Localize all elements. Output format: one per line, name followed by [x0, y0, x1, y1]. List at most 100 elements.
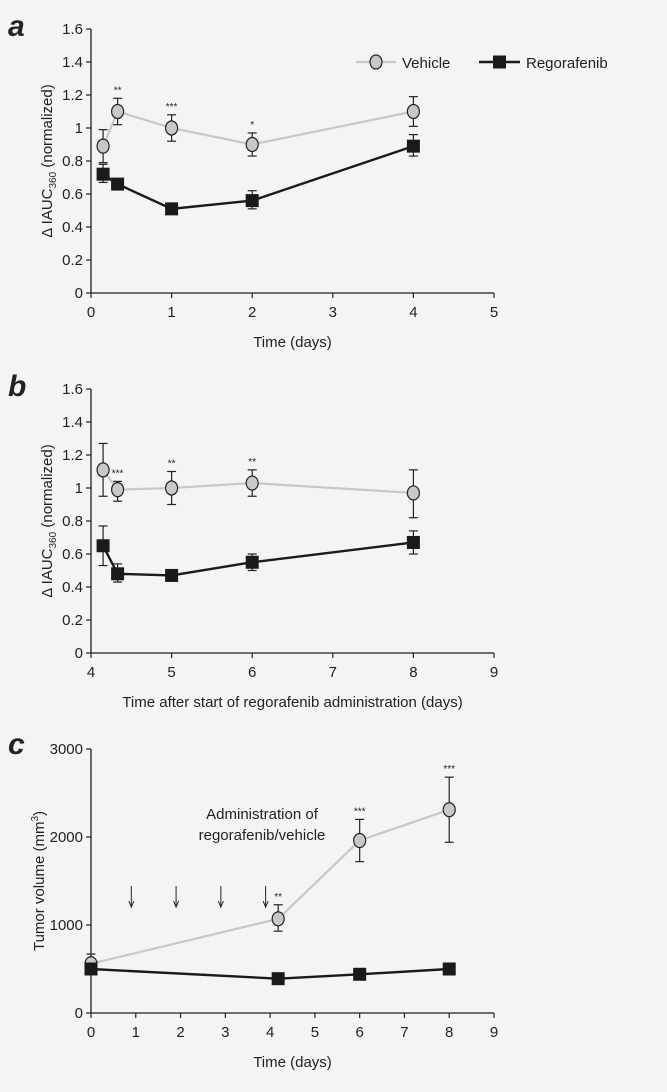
y-tick-label: 0.8	[62, 153, 83, 170]
vehicle-point	[110, 482, 125, 498]
y-tick-label: 0.8	[62, 513, 83, 530]
y-axis-label-sub: 360	[48, 171, 59, 188]
x-tick-label: 7	[400, 1024, 408, 1041]
y-tick-label: 0	[75, 1005, 83, 1022]
significance-marker: **	[248, 457, 256, 468]
x-axis-label: Time after start of regorafenib administ…	[122, 694, 462, 711]
x-tick-label: 6	[355, 1024, 363, 1041]
dosing-arrow-head	[173, 900, 180, 909]
dosing-arrow-head	[262, 900, 269, 909]
y-axis-label-main: Δ IAUC	[39, 188, 56, 237]
x-tick-label: 6	[248, 664, 256, 681]
significance-marker: **	[274, 892, 282, 903]
y-axis-label: Tumor volume (mm3)	[30, 811, 48, 951]
y-axis-label-suffix: (normalized)	[39, 444, 56, 532]
series-line-vehicle	[102, 110, 414, 147]
y-axis-label: Δ IAUC360 (normalized)	[39, 84, 59, 237]
x-tick-label: 2	[176, 1024, 184, 1041]
significance-marker: **	[114, 85, 122, 96]
panel-label: b	[8, 370, 26, 403]
significance-marker: ***	[112, 468, 124, 479]
vehicle-point	[96, 138, 110, 154]
regorafenib-point	[84, 962, 98, 976]
legend-vehicle-label: Vehicle	[402, 55, 450, 72]
regorafenib-point	[245, 555, 259, 569]
x-tick-label: 2	[248, 304, 256, 321]
legend: Vehicle Regorafenib	[356, 54, 608, 72]
panel-label: c	[8, 728, 25, 761]
y-tick-label: 2000	[50, 829, 83, 846]
x-tick-label: 0	[87, 1024, 95, 1041]
y-tick-label: 0.4	[62, 579, 83, 596]
regorafenib-point	[165, 568, 179, 582]
y-tick-label: 1	[75, 120, 83, 137]
significance-marker: *	[250, 120, 254, 131]
vehicle-point	[165, 480, 179, 496]
dosing-annotation: Administration of	[206, 806, 319, 823]
x-tick-label: 8	[409, 664, 417, 681]
vehicle-point	[406, 103, 420, 120]
regorafenib-point	[353, 967, 367, 981]
x-tick-label: 8	[445, 1024, 453, 1041]
panel-label: a	[8, 10, 25, 43]
regorafenib-point	[111, 567, 125, 581]
y-axis-label-suffix: )	[31, 811, 48, 816]
vehicle-point	[245, 136, 259, 153]
legend-vehicle-marker	[369, 54, 383, 70]
significance-marker: ***	[354, 806, 366, 817]
x-tick-label: 3	[221, 1024, 229, 1041]
regorafenib-point	[96, 539, 110, 553]
regorafenib-point	[245, 194, 259, 208]
x-tick-label: 5	[490, 304, 498, 321]
vehicle-point	[96, 462, 110, 478]
vehicle-point	[165, 120, 179, 136]
regorafenib-point	[165, 202, 179, 216]
y-tick-label: 0.2	[62, 612, 83, 629]
legend-regorafenib-marker	[493, 55, 506, 69]
y-axis-label-main: Tumor volume (mm	[31, 822, 48, 951]
x-tick-label: 4	[87, 664, 95, 681]
y-tick-label: 1	[75, 480, 83, 497]
vehicle-point	[353, 832, 367, 849]
regorafenib-point	[271, 972, 285, 986]
panel-b: b 0 0.2 0.4 0.6 0.8 1 1.2 1.4 1.6 4 5 6 7 8 9 Time after…	[8, 370, 498, 711]
y-tick-label: 1.6	[62, 381, 83, 398]
y-axis-label-sup: 3	[30, 816, 41, 822]
x-tick-label: 4	[409, 304, 417, 321]
y-axis-label-sub: 360	[48, 531, 59, 548]
y-tick-label: 1.2	[62, 87, 83, 104]
panel-c: c 0 1000 2000 3000 0 1 2 3 4 5 6 7 8 9 Time (days) Tumor…	[8, 728, 498, 1071]
x-tick-label: 4	[266, 1024, 274, 1041]
x-tick-label: 9	[490, 664, 498, 681]
y-axis-label-main: Δ IAUC	[39, 548, 56, 597]
regorafenib-point	[406, 535, 420, 549]
series-line-regorafenib	[90, 967, 450, 980]
y-tick-label: 0.6	[62, 186, 83, 203]
y-tick-label: 1.6	[62, 21, 83, 38]
dosing-arrow-head	[128, 900, 135, 909]
x-axis-label: Time (days)	[253, 1054, 332, 1071]
dosing-arrow-head	[217, 900, 224, 909]
y-tick-label: 0.2	[62, 252, 83, 269]
vehicle-point	[406, 485, 420, 501]
regorafenib-point	[111, 177, 125, 191]
series-line-vehicle	[90, 808, 450, 965]
y-tick-label: 0	[75, 645, 83, 662]
y-tick-label: 3000	[50, 741, 83, 758]
x-tick-label: 5	[167, 664, 175, 681]
x-axis-label: Time (days)	[253, 334, 332, 351]
y-tick-label: 1.2	[62, 447, 83, 464]
significance-marker: **	[168, 459, 176, 470]
significance-marker: ***	[443, 764, 455, 775]
regorafenib-point	[442, 962, 456, 976]
vehicle-point	[271, 911, 285, 927]
vehicle-point	[442, 802, 456, 818]
x-tick-label: 3	[329, 304, 337, 321]
vehicle-point	[110, 103, 125, 120]
x-tick-label: 7	[329, 664, 337, 681]
y-tick-label: 0	[75, 285, 83, 302]
x-tick-label: 9	[490, 1024, 498, 1041]
x-tick-label: 1	[167, 304, 175, 321]
vehicle-point	[245, 475, 259, 491]
x-tick-label: 5	[311, 1024, 319, 1041]
